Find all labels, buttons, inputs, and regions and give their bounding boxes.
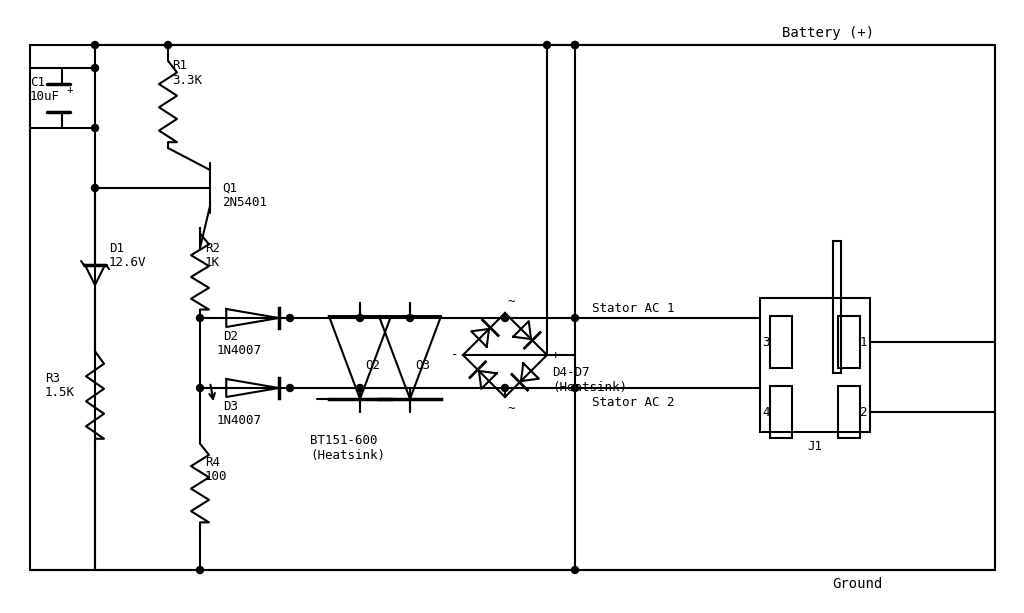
Text: D3: D3 xyxy=(223,400,238,413)
Bar xyxy=(770,316,792,368)
Text: Battery (+): Battery (+) xyxy=(782,26,874,40)
Circle shape xyxy=(571,42,579,48)
Text: D2: D2 xyxy=(223,330,238,343)
Circle shape xyxy=(502,384,509,392)
Circle shape xyxy=(287,384,294,392)
Text: (Heatsink): (Heatsink) xyxy=(310,449,385,462)
Text: 3.3K: 3.3K xyxy=(172,74,202,86)
Circle shape xyxy=(165,42,171,48)
Circle shape xyxy=(356,384,364,392)
Circle shape xyxy=(571,384,579,392)
Text: BT151-600: BT151-600 xyxy=(310,433,378,446)
Text: Q2: Q2 xyxy=(365,359,380,371)
Circle shape xyxy=(91,124,98,132)
Text: +: + xyxy=(551,349,558,362)
Circle shape xyxy=(91,185,98,191)
Text: Stator AC 1: Stator AC 1 xyxy=(592,302,675,314)
Text: 1N4007: 1N4007 xyxy=(217,414,262,427)
Circle shape xyxy=(91,64,98,72)
Circle shape xyxy=(197,314,204,321)
Circle shape xyxy=(502,314,509,321)
Text: C1: C1 xyxy=(30,75,45,88)
Text: J1: J1 xyxy=(808,440,822,452)
Circle shape xyxy=(287,314,294,321)
Circle shape xyxy=(91,42,98,48)
Bar xyxy=(770,386,792,438)
Text: -: - xyxy=(451,349,458,362)
Bar xyxy=(760,298,870,432)
Circle shape xyxy=(197,566,204,574)
Text: R1: R1 xyxy=(172,58,187,72)
Text: (Heatsink): (Heatsink) xyxy=(552,381,627,394)
Text: 1: 1 xyxy=(859,335,867,349)
Circle shape xyxy=(197,384,204,392)
Text: Q3: Q3 xyxy=(415,359,430,371)
Text: Stator AC 2: Stator AC 2 xyxy=(592,395,675,408)
Text: 4: 4 xyxy=(762,406,769,419)
Circle shape xyxy=(571,314,579,321)
Circle shape xyxy=(571,566,579,574)
Text: 1.5K: 1.5K xyxy=(45,387,75,400)
Bar xyxy=(838,316,860,368)
Text: Ground: Ground xyxy=(831,577,883,591)
Text: D1: D1 xyxy=(109,242,124,254)
Text: 2N5401: 2N5401 xyxy=(222,196,267,208)
Text: Q1: Q1 xyxy=(222,181,237,194)
Text: 100: 100 xyxy=(205,471,227,484)
Text: 2: 2 xyxy=(859,406,867,419)
Text: 1K: 1K xyxy=(205,256,220,268)
Bar xyxy=(833,241,841,373)
Circle shape xyxy=(544,42,551,48)
Text: 1N4007: 1N4007 xyxy=(217,343,262,357)
Text: +: + xyxy=(67,85,74,95)
Bar xyxy=(838,386,860,438)
Text: R2: R2 xyxy=(205,242,220,254)
Text: 12.6V: 12.6V xyxy=(109,256,146,268)
Text: ~: ~ xyxy=(508,295,515,308)
Text: D4-D7: D4-D7 xyxy=(552,367,590,379)
Circle shape xyxy=(356,314,364,321)
Text: 3: 3 xyxy=(762,335,769,349)
Circle shape xyxy=(407,314,414,321)
Text: R3: R3 xyxy=(45,371,60,384)
Text: R4: R4 xyxy=(205,455,220,468)
Text: 10uF: 10uF xyxy=(30,89,60,102)
Text: ~: ~ xyxy=(508,402,515,415)
Circle shape xyxy=(571,42,579,48)
